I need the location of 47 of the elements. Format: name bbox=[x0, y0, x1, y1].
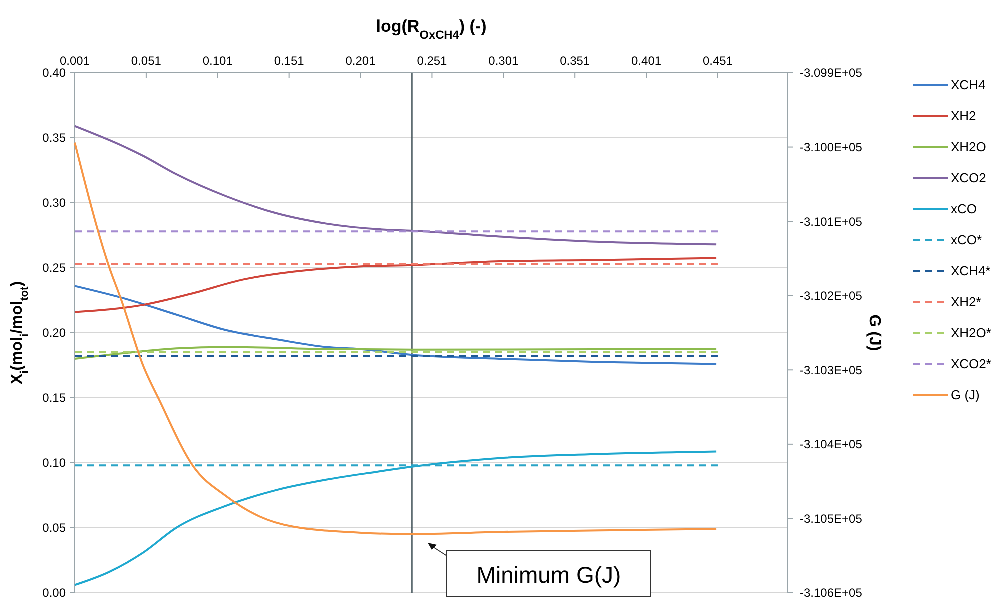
y-tick-label: 0.20 bbox=[42, 326, 66, 340]
legend-label: XCH4* bbox=[951, 264, 991, 279]
legend-label: XH2* bbox=[951, 294, 982, 310]
x-tick-label: 0.201 bbox=[346, 54, 376, 68]
y-tick-label: 0.25 bbox=[42, 261, 66, 276]
y2-axis-title: G (J) bbox=[866, 314, 883, 352]
line-series bbox=[74, 450, 718, 586]
y-tick-label: 0.30 bbox=[42, 196, 66, 210]
annotation: Minimum G(J) bbox=[476, 562, 622, 588]
y-tick-label: 0.05 bbox=[42, 521, 66, 536]
legend-label: XH2O bbox=[951, 140, 986, 155]
x-tick-label: 0.451 bbox=[702, 54, 734, 68]
y-tick-label: 0.35 bbox=[42, 131, 66, 146]
legend-label: xCO* bbox=[951, 232, 982, 248]
x-tick-label: 0.301 bbox=[488, 54, 519, 68]
y2-tick-label: -3.100E+05 bbox=[800, 140, 863, 154]
x-tick-label: 0.101 bbox=[202, 54, 234, 68]
line-series bbox=[74, 125, 718, 246]
y-tick-label: 0.00 bbox=[42, 586, 66, 600]
x-tick-label: 0.151 bbox=[274, 54, 305, 68]
y-tick-label: 0.10 bbox=[42, 456, 66, 470]
y-tick-label: 0.40 bbox=[42, 66, 66, 80]
y2-tick-label: -3.101E+05 bbox=[800, 214, 863, 229]
y2-tick-label: -3.104E+05 bbox=[800, 438, 863, 452]
y-tick-label: 0.15 bbox=[42, 391, 66, 406]
line-series bbox=[74, 346, 718, 360]
y2-tick-label: -3.106E+05 bbox=[800, 586, 863, 600]
y2-tick-label: -3.099E+05 bbox=[800, 66, 863, 80]
line-series bbox=[74, 285, 718, 366]
y2-tick-label: -3.103E+05 bbox=[800, 363, 863, 378]
legend-label: XCH4 bbox=[951, 78, 986, 93]
legend-label: XH2 bbox=[951, 108, 976, 124]
y2-tick-label: -3.105E+05 bbox=[800, 512, 863, 526]
x-tick-label: 0.251 bbox=[417, 54, 448, 68]
legend-label: G (J) bbox=[951, 388, 980, 403]
y2-tick-label: -3.102E+05 bbox=[800, 289, 863, 304]
legend-label: XCO2* bbox=[951, 356, 992, 372]
x-tick-label: 0.001 bbox=[60, 54, 90, 68]
x-tick-label: 0.401 bbox=[632, 54, 662, 68]
legend-label: xCO bbox=[951, 202, 977, 217]
legend-label: XCO2 bbox=[951, 170, 986, 186]
legend-label: XH2O* bbox=[951, 326, 992, 341]
line-series bbox=[74, 142, 718, 536]
x-axis-title: log(R$_{OxCH4}$) (-) bbox=[376, 17, 487, 42]
x-tick-label: 0.051 bbox=[131, 54, 162, 68]
line-series bbox=[74, 257, 718, 314]
x-tick-label: 0.351 bbox=[560, 54, 590, 68]
